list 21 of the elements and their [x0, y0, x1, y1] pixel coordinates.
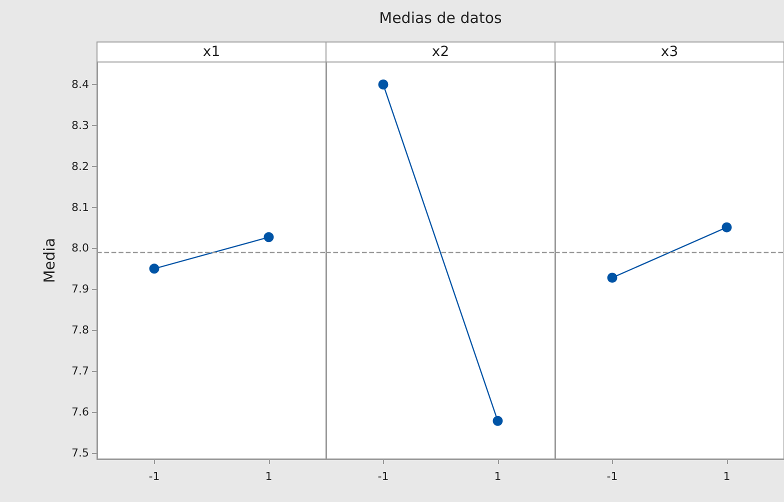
x-tick-label: -1: [606, 470, 618, 483]
x-tick-label: 1: [494, 470, 502, 483]
x-tick-label: -1: [148, 470, 160, 483]
y-tick-label: 8.2: [72, 160, 89, 173]
y-tick-label: 7.8: [72, 324, 89, 337]
chart-title: x1: [202, 44, 220, 60]
y-tick-label: 8.3: [72, 118, 89, 132]
x-tick-label: 1: [723, 470, 730, 483]
chart-title: x3: [660, 44, 678, 60]
y-tick-label: 7.5: [72, 446, 89, 460]
y-tick-label: 7.9: [72, 282, 89, 296]
y-tick-label: 7.7: [72, 364, 89, 378]
y-tick-label: 7.6: [72, 405, 89, 418]
y-tick-label: 8.0: [72, 242, 89, 255]
y-axis-title: Media: [40, 238, 58, 284]
x-tick-label: 1: [265, 470, 272, 483]
text: Medias de datos: [378, 9, 503, 27]
y-tick-label: 8.1: [72, 200, 89, 214]
chart-title: x2: [432, 44, 450, 60]
y-tick-label: 8.4: [72, 78, 89, 92]
x-tick-label: -1: [378, 470, 389, 483]
